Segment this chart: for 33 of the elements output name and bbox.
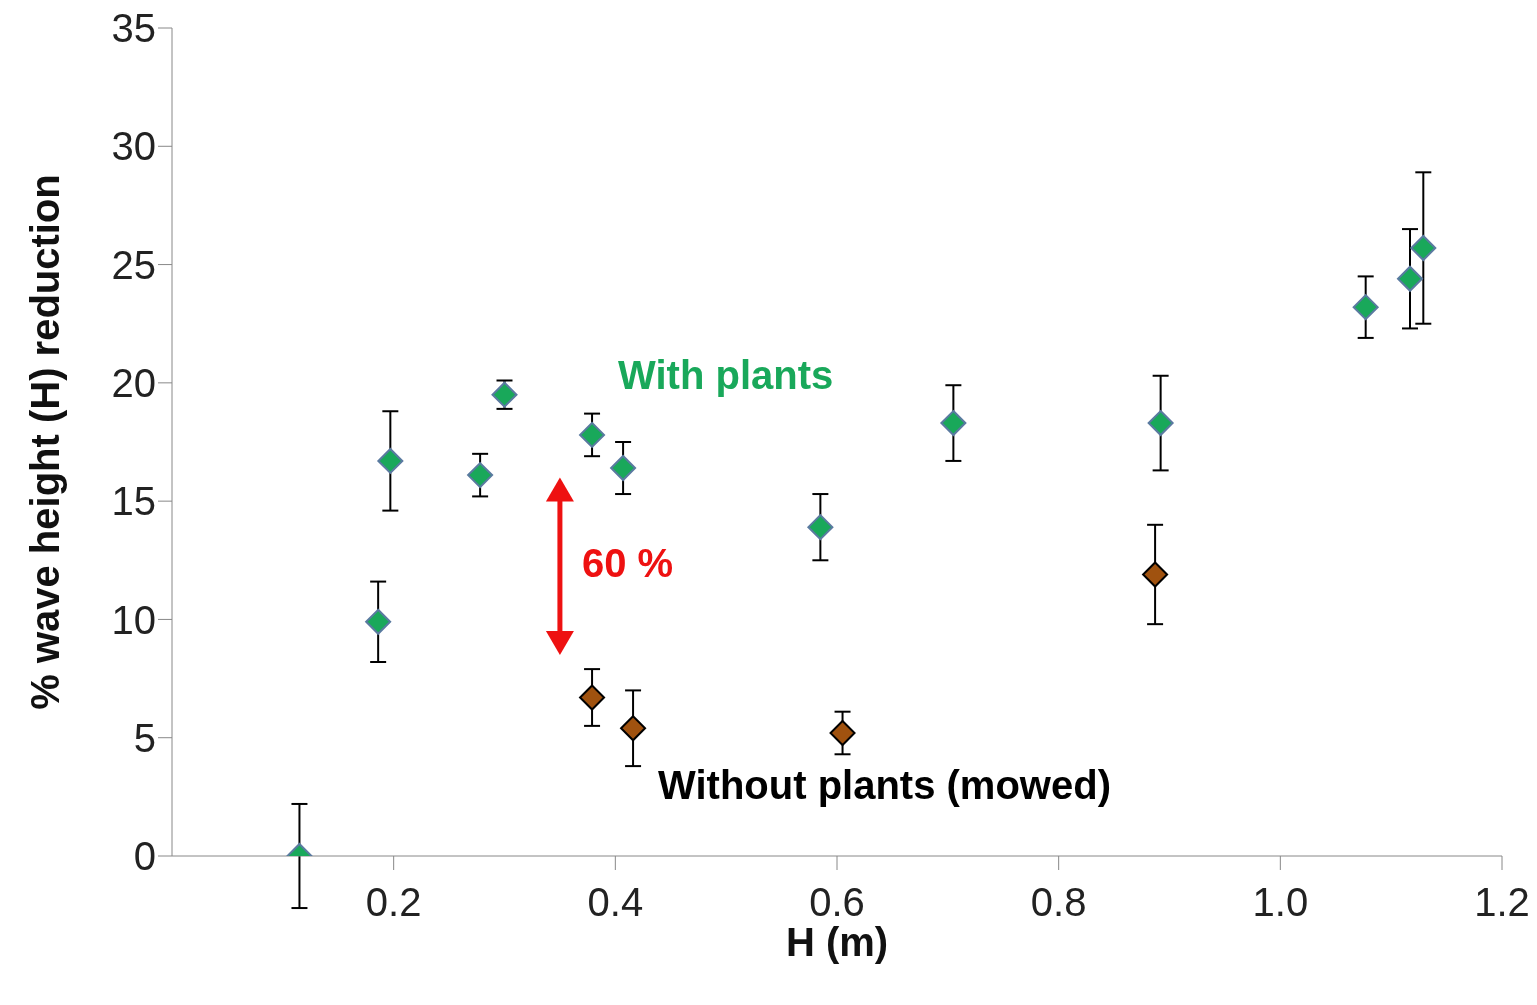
point xyxy=(807,514,834,541)
x-tick-label: 1.2 xyxy=(1474,880,1530,925)
y-tick-label: 5 xyxy=(133,715,156,760)
point xyxy=(579,421,606,448)
y-tick-label: 20 xyxy=(111,361,156,406)
y-tick-label: 35 xyxy=(111,6,156,51)
point xyxy=(940,410,967,437)
point xyxy=(1147,410,1174,437)
point xyxy=(1142,561,1169,588)
x-tick-label: 0.2 xyxy=(365,880,422,925)
y-tick-label: 30 xyxy=(111,124,156,169)
point xyxy=(1397,265,1424,292)
point xyxy=(579,684,606,711)
y-tick-label: 10 xyxy=(111,597,156,642)
point xyxy=(610,455,637,482)
point xyxy=(829,719,856,746)
annotation: 60 % xyxy=(581,540,674,585)
point xyxy=(467,462,494,489)
y-tick-label: 25 xyxy=(111,242,156,287)
point xyxy=(1410,235,1437,262)
point xyxy=(491,381,518,408)
x-tick-label: 0.8 xyxy=(1030,880,1087,925)
point xyxy=(1352,294,1379,321)
x-tick-label: 0.4 xyxy=(587,880,644,925)
point xyxy=(620,715,647,742)
x-tick-label: 1.0 xyxy=(1252,880,1309,925)
y-tick-label: 0 xyxy=(133,834,156,879)
series-label: Without plants (mowed) xyxy=(658,762,1111,807)
y-axis-title: % wave height (H) reduction xyxy=(22,174,67,710)
y-tick-label: 15 xyxy=(111,479,156,524)
point xyxy=(365,608,392,635)
point xyxy=(377,447,404,474)
series-label: With plants xyxy=(618,352,834,397)
